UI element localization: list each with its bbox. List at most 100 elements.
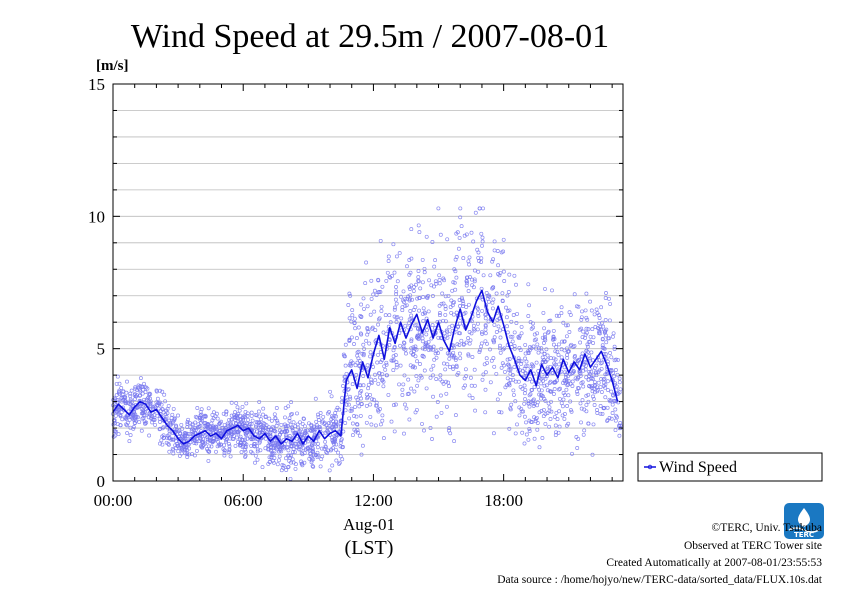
data-point (348, 363, 353, 368)
data-point (506, 290, 511, 294)
data-point (499, 365, 504, 370)
footer-observed: Observed at TERC Tower site (684, 540, 822, 552)
data-point (353, 363, 358, 368)
data-point (249, 443, 254, 448)
data-point (205, 435, 210, 440)
data-point (422, 270, 427, 275)
data-point (182, 431, 187, 436)
terc-logo: TERC (784, 503, 824, 539)
data-point (497, 410, 502, 414)
data-point (421, 306, 426, 311)
data-point (361, 296, 366, 301)
data-point (491, 285, 496, 290)
data-point (438, 373, 443, 378)
data-point (547, 424, 552, 429)
data-point (531, 325, 535, 330)
data-point (479, 231, 484, 236)
data-point (289, 444, 294, 449)
data-point (495, 249, 500, 253)
data-point (413, 305, 418, 310)
data-point (583, 332, 588, 337)
data-point (280, 429, 284, 434)
data-point (293, 466, 298, 471)
data-point (466, 302, 471, 307)
data-point (537, 445, 542, 450)
data-point (348, 396, 353, 401)
data-point (320, 420, 325, 425)
data-point (605, 405, 610, 410)
data-point (342, 354, 347, 358)
data-point (509, 319, 514, 324)
data-point (595, 326, 600, 330)
data-point (320, 454, 325, 459)
data-point (323, 444, 328, 449)
data-point (394, 301, 399, 306)
data-point (119, 395, 124, 400)
data-point (221, 411, 226, 416)
data-point (334, 424, 338, 429)
data-point (524, 359, 529, 364)
data-point (166, 442, 171, 447)
data-point (365, 326, 370, 330)
data-point (463, 367, 468, 372)
data-point (159, 438, 164, 443)
data-point (572, 292, 577, 297)
data-point (121, 389, 126, 394)
data-point (412, 323, 417, 328)
data-point (327, 468, 332, 473)
data-point (542, 374, 547, 379)
data-point (164, 414, 169, 419)
data-point (580, 309, 584, 314)
data-point (273, 415, 278, 420)
data-point (287, 418, 292, 423)
data-point (535, 400, 540, 405)
data-point (552, 414, 557, 419)
data-point (368, 392, 373, 397)
data-point (157, 400, 162, 405)
data-point (354, 373, 359, 377)
data-point (380, 413, 385, 418)
data-point (183, 451, 188, 456)
data-point (450, 364, 455, 369)
data-point (609, 355, 614, 360)
data-point (410, 297, 414, 302)
data-point (472, 328, 477, 333)
data-point (459, 295, 464, 300)
data-point (194, 439, 199, 444)
data-point (389, 419, 394, 424)
data-point (523, 370, 528, 375)
data-point (444, 379, 448, 384)
data-point (197, 416, 202, 420)
data-point (197, 424, 202, 429)
data-point (365, 304, 370, 309)
data-point (111, 434, 116, 439)
data-point (322, 420, 327, 425)
data-point (147, 392, 152, 397)
data-point (492, 364, 497, 369)
data-point (571, 368, 576, 373)
data-point (310, 455, 314, 460)
data-point (513, 399, 518, 404)
data-point (517, 334, 522, 339)
data-point (531, 344, 536, 349)
data-point (515, 422, 519, 427)
data-point (408, 270, 413, 275)
data-point (344, 371, 349, 376)
data-point (288, 455, 293, 460)
data-point (575, 446, 580, 450)
data-point (564, 323, 569, 328)
data-point (587, 353, 592, 358)
data-point (417, 330, 422, 335)
data-point (329, 394, 334, 399)
data-point (592, 384, 597, 389)
data-point (523, 371, 528, 376)
data-point (428, 375, 433, 380)
data-point (373, 378, 378, 383)
data-point (371, 292, 376, 297)
data-point (499, 410, 504, 415)
data-point (203, 414, 208, 419)
y-tick-label: 10 (88, 207, 105, 226)
data-point (133, 414, 138, 419)
data-point (610, 402, 615, 407)
data-point (371, 364, 376, 369)
